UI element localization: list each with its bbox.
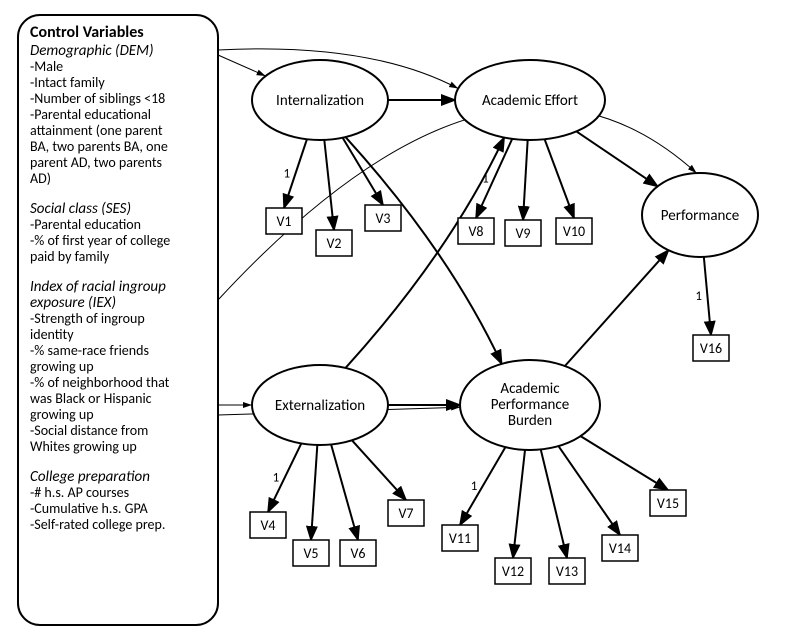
loading-arrow	[460, 447, 505, 525]
loading-arrow	[513, 450, 525, 558]
group-item: parent AD, two parents	[30, 154, 162, 171]
fixed-loading-one: 1	[273, 471, 280, 486]
loading-arrow	[523, 140, 528, 220]
loading-arrow	[324, 140, 334, 230]
latent-label: Internalization	[276, 92, 364, 110]
structural-path	[346, 137, 502, 364]
fixed-loading-one: 1	[471, 479, 478, 494]
latent-label: Performance	[661, 207, 739, 225]
indicator-label: V11	[449, 530, 471, 547]
group-item: -Intact family	[30, 74, 105, 91]
fixed-loading-one: 1	[283, 167, 290, 182]
group-item: -Male	[30, 58, 63, 75]
loading-arrow	[352, 440, 406, 500]
indicator-label: V13	[556, 563, 578, 580]
indicator-label: V5	[303, 545, 318, 562]
fixed-loading-one: 1	[695, 289, 702, 304]
structural-path	[576, 131, 657, 186]
indicator-label: V1	[276, 213, 291, 230]
loading-arrow	[331, 444, 358, 540]
group-item: AD)	[30, 170, 51, 187]
loading-arrow	[343, 138, 383, 205]
group-item: -Self-rated college prep.	[30, 516, 165, 533]
group-item: -Parental educational	[30, 106, 151, 123]
group-item: identity	[30, 326, 74, 343]
group-item: attainment (one parent	[30, 122, 163, 139]
loading-arrow	[311, 445, 317, 540]
control-title: Control Variables	[30, 23, 144, 42]
indicator-label: V10	[563, 223, 585, 240]
indicator-label: V6	[350, 545, 365, 562]
indicator-label: V3	[375, 210, 390, 227]
indicator-label: V12	[502, 563, 524, 580]
control-path	[218, 55, 266, 76]
group-item: -Number of siblings <18	[30, 90, 165, 107]
loading-arrow	[581, 436, 668, 490]
indicator-label: V16	[700, 340, 722, 357]
group-item: was Black or Hispanic	[30, 390, 152, 407]
indicator-label: V15	[657, 495, 679, 512]
structural-path	[346, 138, 505, 368]
loading-arrow	[704, 257, 711, 335]
loading-arrow	[545, 139, 574, 218]
group-item: -% of neighborhood that	[30, 374, 170, 391]
group-item: -# h.s. AP courses	[30, 484, 129, 501]
fixed-loading-one: 1	[482, 171, 489, 186]
group-item: -% of first year of college	[30, 232, 170, 249]
group-item: paid by family	[30, 248, 110, 265]
group-item: -Strength of ingroup	[30, 310, 145, 327]
group-item: -% same-race friends	[30, 342, 149, 359]
group-item: Whites growing up	[30, 438, 137, 455]
group-item: BA, two parents BA, one	[30, 138, 168, 155]
loading-arrow	[541, 449, 567, 558]
indicator-label: V14	[609, 540, 631, 557]
loading-arrow	[558, 446, 620, 535]
latent-label: Academic Effort	[482, 92, 578, 110]
group-item: -Social distance from	[30, 422, 148, 439]
group-item: -Cumulative h.s. GPA	[30, 500, 149, 517]
group-item: growing up	[30, 406, 94, 423]
indicator-label: V2	[326, 235, 341, 252]
indicator-label: V8	[468, 223, 483, 240]
group-item: -Parental education	[30, 216, 141, 233]
latent-label: Burden	[508, 412, 552, 430]
group-item: growing up	[30, 358, 94, 375]
indicator-label: V4	[260, 517, 275, 534]
structural-path	[565, 250, 669, 366]
indicator-label: V7	[398, 505, 413, 522]
latent-label: Externalization	[275, 397, 365, 415]
indicator-label: V9	[515, 225, 530, 242]
